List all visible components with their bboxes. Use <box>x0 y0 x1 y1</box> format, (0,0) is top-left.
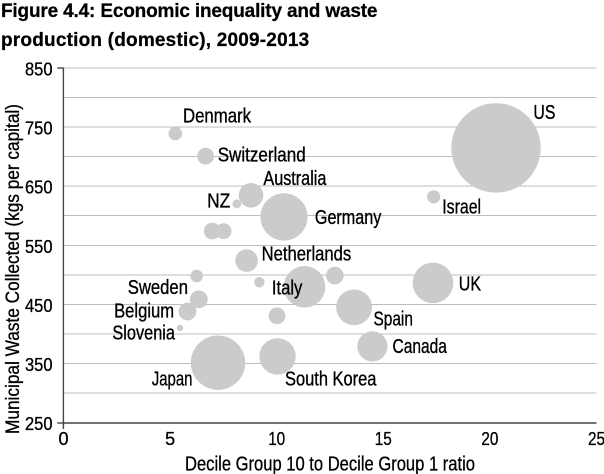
svg-text:Australia: Australia <box>263 168 327 190</box>
svg-text:Italy: Italy <box>272 278 302 300</box>
svg-text:850: 850 <box>25 60 53 80</box>
svg-text:15: 15 <box>375 429 392 449</box>
svg-text:Decile Group 10 to Decile Grou: Decile Group 10 to Decile Group 1 ratio <box>185 454 475 474</box>
svg-text:Germany: Germany <box>315 207 381 229</box>
svg-text:Slovenia: Slovenia <box>112 323 175 345</box>
svg-text:650: 650 <box>25 178 53 198</box>
svg-text:Canada: Canada <box>393 336 448 358</box>
svg-text:Japan: Japan <box>152 369 193 391</box>
svg-text:750: 750 <box>25 119 53 139</box>
svg-text:South Korea: South Korea <box>285 369 377 391</box>
svg-text:UK: UK <box>459 274 482 296</box>
svg-text:20: 20 <box>481 429 498 449</box>
svg-text:Switzerland: Switzerland <box>218 145 306 167</box>
svg-text:Spain: Spain <box>374 309 413 331</box>
svg-text:350: 350 <box>25 355 53 375</box>
svg-text:10: 10 <box>268 429 285 449</box>
svg-text:NZ: NZ <box>207 191 230 213</box>
svg-text:Israel: Israel <box>442 196 481 218</box>
svg-text:Belgium: Belgium <box>114 301 174 323</box>
svg-text:5: 5 <box>165 429 175 449</box>
svg-text:250: 250 <box>25 414 53 434</box>
svg-text:US: US <box>533 102 555 124</box>
svg-text:550: 550 <box>25 237 53 257</box>
svg-text:450: 450 <box>25 296 53 316</box>
svg-text:25: 25 <box>588 429 604 449</box>
svg-text:Municipal Waste Collected (kgs: Municipal Waste Collected (kgs per capit… <box>3 104 24 434</box>
svg-text:Denmark: Denmark <box>183 106 252 128</box>
svg-text:0: 0 <box>58 429 68 449</box>
svg-text:Sweden: Sweden <box>128 277 188 299</box>
svg-text:Netherlands: Netherlands <box>262 244 352 266</box>
